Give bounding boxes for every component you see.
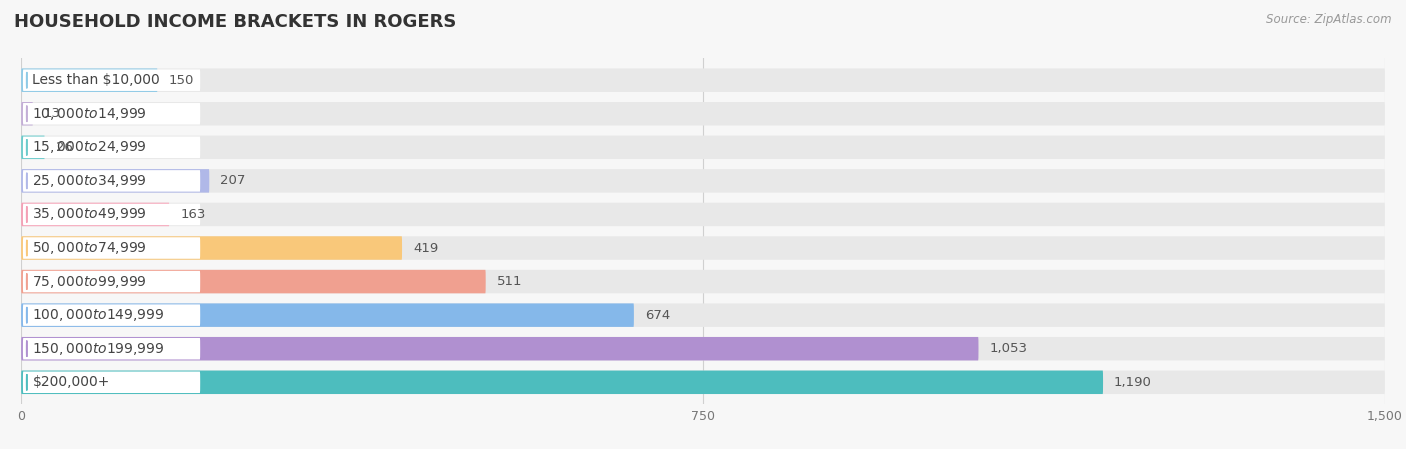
Text: $35,000 to $49,999: $35,000 to $49,999 bbox=[32, 207, 148, 222]
FancyBboxPatch shape bbox=[22, 338, 200, 360]
FancyBboxPatch shape bbox=[21, 236, 1385, 260]
Text: 207: 207 bbox=[221, 174, 246, 187]
Text: Less than $10,000: Less than $10,000 bbox=[32, 73, 160, 87]
FancyBboxPatch shape bbox=[22, 70, 200, 91]
Text: $50,000 to $74,999: $50,000 to $74,999 bbox=[32, 240, 148, 256]
Text: $15,000 to $24,999: $15,000 to $24,999 bbox=[32, 139, 148, 155]
FancyBboxPatch shape bbox=[21, 136, 1385, 159]
FancyBboxPatch shape bbox=[22, 204, 200, 225]
FancyBboxPatch shape bbox=[21, 337, 1385, 361]
FancyBboxPatch shape bbox=[22, 304, 200, 326]
Text: Source: ZipAtlas.com: Source: ZipAtlas.com bbox=[1267, 13, 1392, 26]
FancyBboxPatch shape bbox=[22, 237, 200, 259]
Text: HOUSEHOLD INCOME BRACKETS IN ROGERS: HOUSEHOLD INCOME BRACKETS IN ROGERS bbox=[14, 13, 457, 31]
Text: 1,190: 1,190 bbox=[1114, 376, 1152, 389]
FancyBboxPatch shape bbox=[21, 136, 45, 159]
Text: $200,000+: $200,000+ bbox=[32, 375, 110, 389]
FancyBboxPatch shape bbox=[21, 102, 32, 126]
Text: $150,000 to $199,999: $150,000 to $199,999 bbox=[32, 341, 165, 357]
FancyBboxPatch shape bbox=[21, 370, 1385, 394]
FancyBboxPatch shape bbox=[21, 370, 1104, 394]
FancyBboxPatch shape bbox=[21, 304, 634, 327]
FancyBboxPatch shape bbox=[21, 169, 209, 193]
FancyBboxPatch shape bbox=[21, 68, 157, 92]
Text: $10,000 to $14,999: $10,000 to $14,999 bbox=[32, 106, 148, 122]
Text: 674: 674 bbox=[645, 308, 671, 321]
FancyBboxPatch shape bbox=[22, 103, 200, 124]
Text: 150: 150 bbox=[169, 74, 194, 87]
Text: 26: 26 bbox=[56, 141, 73, 154]
FancyBboxPatch shape bbox=[21, 270, 485, 293]
FancyBboxPatch shape bbox=[22, 371, 200, 393]
FancyBboxPatch shape bbox=[21, 337, 979, 361]
Text: $100,000 to $149,999: $100,000 to $149,999 bbox=[32, 307, 165, 323]
FancyBboxPatch shape bbox=[21, 68, 1385, 92]
Text: $75,000 to $99,999: $75,000 to $99,999 bbox=[32, 273, 148, 290]
FancyBboxPatch shape bbox=[21, 202, 1385, 226]
Text: $25,000 to $34,999: $25,000 to $34,999 bbox=[32, 173, 148, 189]
Text: 163: 163 bbox=[180, 208, 205, 221]
Text: 419: 419 bbox=[413, 242, 439, 255]
FancyBboxPatch shape bbox=[22, 136, 200, 158]
Text: 1,053: 1,053 bbox=[990, 342, 1028, 355]
FancyBboxPatch shape bbox=[21, 304, 1385, 327]
FancyBboxPatch shape bbox=[22, 170, 200, 192]
FancyBboxPatch shape bbox=[22, 271, 200, 292]
FancyBboxPatch shape bbox=[21, 270, 1385, 293]
FancyBboxPatch shape bbox=[21, 202, 169, 226]
FancyBboxPatch shape bbox=[21, 102, 1385, 126]
FancyBboxPatch shape bbox=[21, 169, 1385, 193]
FancyBboxPatch shape bbox=[21, 236, 402, 260]
Text: 511: 511 bbox=[496, 275, 522, 288]
Text: 13: 13 bbox=[44, 107, 60, 120]
